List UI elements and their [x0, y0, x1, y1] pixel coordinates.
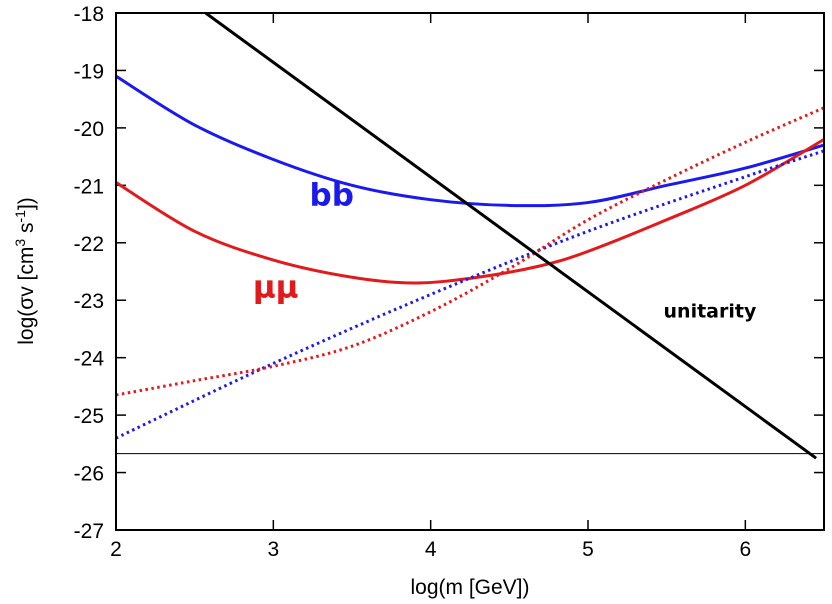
y-axis-label-prefix: log(σv [cm: [15, 247, 38, 345]
bb-annotation: bb: [310, 177, 354, 213]
annotations: bb μμ unitarity: [253, 177, 757, 322]
tick-labels: 2 3 4 5 6 -27 -26 -25 -24 -23 -22 -21 -20 -19 -18: [74, 3, 752, 561]
y-tick-label: -21: [74, 175, 104, 198]
series-unitarity: [204, 13, 818, 460]
x-tick-label: 5: [582, 538, 594, 561]
unitarity-annotation: unitarity: [664, 300, 757, 322]
y-axis-label-cm-exponent: 3: [12, 239, 28, 247]
series-bb: [116, 74, 824, 208]
y-axis-label-s-exponent: -1: [12, 210, 28, 223]
tick-marks: [115, 12, 824, 531]
y-tick-label: -25: [74, 405, 104, 428]
x-tick-label: 2: [110, 538, 122, 561]
y-tick-label: -23: [74, 290, 104, 313]
x-tick-label: 6: [739, 538, 751, 561]
x-axis-label: log(m [GeV]): [410, 576, 529, 599]
mumu-annotation: μμ: [253, 269, 299, 305]
series-layer: [116, 13, 824, 460]
plot-frame: [115, 12, 825, 531]
y-tick-label: -18: [74, 3, 104, 26]
series-mumu: [116, 138, 824, 285]
y-tick-label: -27: [74, 520, 104, 543]
y-axis-label-suffix: ]): [15, 197, 38, 210]
y-axis-label: log(σv [cm3 s-1]): [12, 197, 38, 345]
y-tick-label: -20: [74, 118, 104, 141]
x-tick-label: 3: [267, 538, 279, 561]
series-mumu-dotted: [116, 106, 824, 397]
y-tick-label: -22: [74, 233, 104, 256]
series-bb-dotted: [116, 149, 824, 440]
y-tick-label: -19: [74, 60, 104, 83]
y-tick-label: -26: [74, 463, 104, 486]
y-axis-label-mid: s: [15, 223, 38, 239]
y-tick-label: -24: [74, 348, 105, 371]
x-tick-label: 4: [425, 538, 437, 561]
